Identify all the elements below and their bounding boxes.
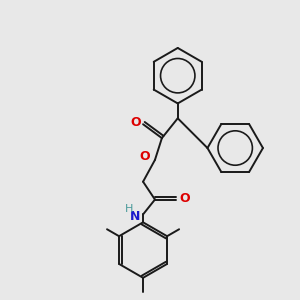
Text: O: O — [179, 192, 190, 205]
Text: H: H — [125, 204, 134, 214]
Text: N: N — [130, 210, 140, 223]
Text: O: O — [131, 116, 141, 129]
Text: O: O — [140, 150, 150, 164]
